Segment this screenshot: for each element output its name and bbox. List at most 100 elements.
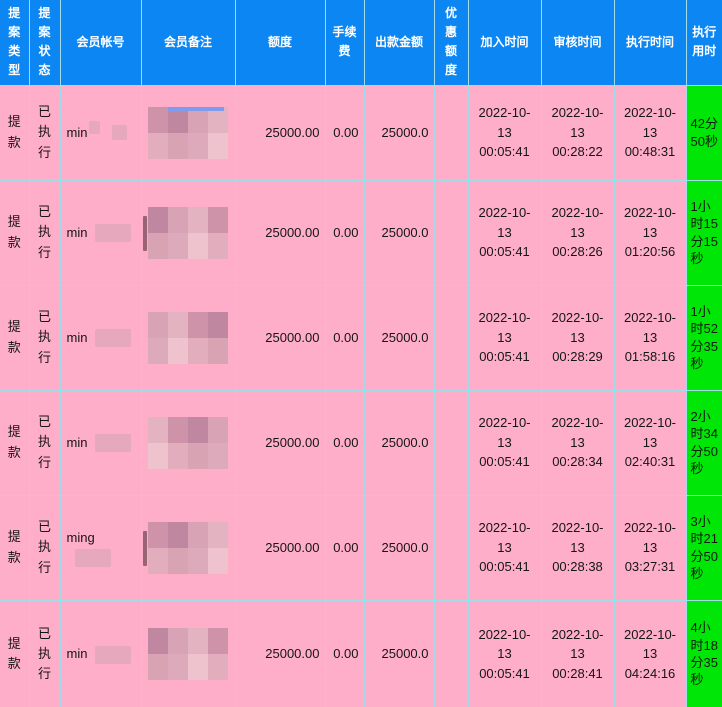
cell-amount: 25000.00 <box>234 599 326 707</box>
cell-discount <box>433 599 469 707</box>
cell-type: 提款 <box>0 84 30 181</box>
cell-duration: 1小时52分35秒 <box>685 284 722 391</box>
cell-text-payout: 25000.0 <box>381 434 429 450</box>
cell-amount: 25000.00 <box>234 494 326 601</box>
cell-account: min <box>59 179 142 286</box>
mosaic-tile <box>187 106 208 133</box>
mosaic-tile <box>207 206 228 233</box>
mosaic-tile <box>167 442 188 469</box>
redacted-remark <box>147 106 228 159</box>
mosaic-tile <box>147 337 168 364</box>
cell-text-type: 提款 <box>7 424 21 460</box>
column-header-account: 会员帐号 <box>59 0 142 86</box>
cell-remark <box>140 494 236 601</box>
member-account-text: ming <box>66 529 95 545</box>
column-header-amount: 额度 <box>234 0 326 86</box>
mosaic-tile <box>167 653 188 680</box>
mosaic-tile <box>187 442 208 469</box>
cell-join_time: 2022-10-13 00:05:41 <box>467 84 542 181</box>
cell-payout: 25000.0 <box>363 179 435 286</box>
column-header-join_time: 加入时间 <box>467 0 542 86</box>
mosaic-tile <box>167 106 188 133</box>
mosaic-tile <box>187 653 208 680</box>
cell-duration: 2小时34分50秒 <box>685 389 722 496</box>
remark-text-fragment <box>142 530 147 566</box>
column-header-payout: 出款金额 <box>363 0 435 86</box>
cell-discount <box>433 179 469 286</box>
cell-fee: 0.00 <box>324 84 365 181</box>
cell-status: 已执行 <box>28 494 61 601</box>
cell-fee: 0.00 <box>324 494 365 601</box>
cell-payout: 25000.0 <box>363 84 435 181</box>
mosaic-tile <box>147 547 168 574</box>
cell-text-join_time: 2022-10-13 00:05:41 <box>478 415 531 470</box>
cell-text-type: 提款 <box>7 214 21 250</box>
cell-exec_time: 2022-10-13 01:20:56 <box>613 179 687 286</box>
cell-text-exec_time: 2022-10-13 01:20:56 <box>623 205 677 260</box>
cell-review_time: 2022-10-13 00:28:38 <box>540 494 615 601</box>
cell-text-payout: 25000.0 <box>381 646 429 661</box>
cell-text-payout: 25000.0 <box>381 124 429 140</box>
cell-status: 已执行 <box>28 389 61 496</box>
mosaic-tile <box>147 521 168 548</box>
cell-discount <box>433 84 469 181</box>
cell-fee: 0.00 <box>324 599 365 707</box>
mosaic-tile <box>187 206 208 233</box>
cell-text-duration: 2小时34分50秒 <box>690 409 718 476</box>
mosaic-tile <box>147 416 168 443</box>
cell-text-type: 提款 <box>7 529 21 565</box>
mosaic-tile <box>167 232 188 259</box>
cell-discount <box>433 389 469 496</box>
mosaic-tile <box>187 627 208 654</box>
cell-status: 已执行 <box>28 284 61 391</box>
cell-text-join_time: 2022-10-13 00:05:41 <box>478 205 531 260</box>
table-row: 提款 已执行 min 25000.00 0.00 25000.0 2022-10-13 00… <box>0 179 722 286</box>
table-row: 提款 已执行 min 25000.00 0.00 25000.0 2022-10-13 00… <box>0 284 722 391</box>
cell-text-exec_time: 2022-10-13 00:48:31 <box>623 105 677 160</box>
mosaic-tile <box>207 232 228 259</box>
cell-text-amount: 25000.00 <box>265 224 320 240</box>
mosaic-tile <box>187 232 208 259</box>
redacted-remark <box>142 206 228 259</box>
cell-text-payout: 25000.0 <box>381 329 429 345</box>
mosaic-tile <box>207 521 228 548</box>
redaction-block <box>95 329 132 348</box>
mosaic-tile <box>187 337 208 364</box>
cell-text-exec_time: 2022-10-13 02:40:31 <box>623 415 677 470</box>
mosaic-tile <box>207 547 228 574</box>
redacted-remark <box>147 311 228 364</box>
column-header-discount: 优惠额度 <box>433 0 469 86</box>
cell-text-status: 已执行 <box>37 204 51 260</box>
mosaic-tile <box>187 521 208 548</box>
mosaic-tile <box>167 132 188 159</box>
redaction-block <box>95 224 132 243</box>
cell-review_time: 2022-10-13 00:28:34 <box>540 389 615 496</box>
cell-text-review_time: 2022-10-13 00:28:34 <box>551 415 604 470</box>
mosaic-tile <box>207 311 228 338</box>
table-row: 提款 已执行 ming 25000.00 0.00 25000.0 2022-10-13 0… <box>0 494 722 601</box>
mosaic-tile <box>147 232 168 259</box>
cell-text-status: 已执行 <box>37 414 51 470</box>
cell-status: 已执行 <box>28 179 61 286</box>
cell-join_time: 2022-10-13 00:05:41 <box>467 179 542 286</box>
cell-text-duration: 1小时15分15秒 <box>690 199 718 266</box>
cell-text-fee: 0.00 <box>333 329 359 345</box>
mosaic-tile <box>167 547 188 574</box>
column-header-label: 执行用时 <box>692 25 717 59</box>
mosaic-tile <box>147 627 168 654</box>
column-header-label: 执行时间 <box>625 34 674 49</box>
pixelation-mosaic <box>147 311 228 364</box>
column-header-duration: 执行用时 <box>685 0 722 86</box>
mosaic-tile <box>167 521 188 548</box>
cell-discount <box>433 494 469 601</box>
cell-join_time: 2022-10-13 00:05:41 <box>467 599 542 707</box>
member-account-text: min <box>66 434 88 450</box>
table-body: 提款 已执行 min 25000.00 0.00 25000.0 2022-10-13 00… <box>0 84 722 707</box>
column-header-type: 提案类型 <box>0 0 30 86</box>
table-header: 提案类型 提案状态 会员帐号 会员备注 额度 手续费 出款金额 优惠额度 加入时间 审核时间 执行时… <box>0 0 722 86</box>
cell-join_time: 2022-10-13 00:05:41 <box>467 389 542 496</box>
cell-review_time: 2022-10-13 00:28:26 <box>540 179 615 286</box>
cell-type: 提款 <box>0 284 30 391</box>
cell-join_time: 2022-10-13 00:05:41 <box>467 284 542 391</box>
